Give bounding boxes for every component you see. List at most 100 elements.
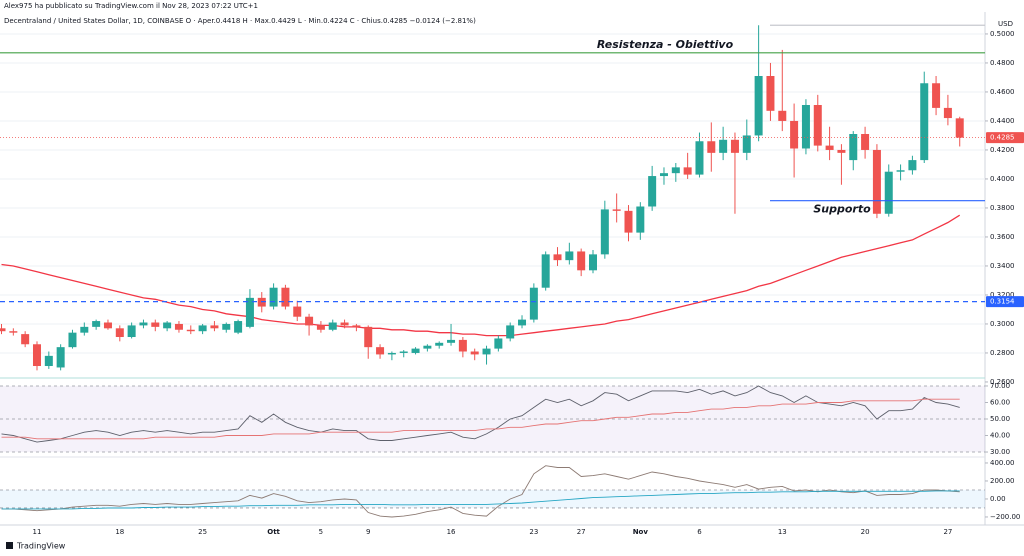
candle-body <box>423 345 432 349</box>
x-tick-label: 27 <box>577 528 586 536</box>
candle-body <box>778 110 787 121</box>
price-label-box <box>986 296 1024 308</box>
y-tick-label: 0.00 <box>990 495 1006 503</box>
x-tick-label: 18 <box>115 528 124 536</box>
candle-body <box>470 351 479 355</box>
candle-body <box>813 105 822 146</box>
candle-body <box>115 328 124 338</box>
candle-body <box>32 344 41 367</box>
brand-text: TradingView <box>16 542 66 551</box>
candle-body <box>742 135 751 153</box>
y-tick-label: 200.00 <box>990 477 1015 485</box>
candle-body <box>92 321 101 327</box>
x-tick-label: 16 <box>447 528 456 536</box>
symbol-legend: Decentraland / United States Dollar, 1D,… <box>4 17 476 25</box>
candle-body <box>730 139 739 153</box>
price-label: 0.4285 <box>990 134 1015 142</box>
candle-body <box>151 322 160 327</box>
candle-body <box>790 120 799 149</box>
y-tick-label: 0.4000 <box>990 175 1015 183</box>
y-tick-label: 0.3400 <box>990 262 1015 270</box>
candle-body <box>932 83 941 108</box>
candle-body <box>671 167 680 174</box>
candle-body <box>659 173 668 177</box>
price-label: 0.3154 <box>990 298 1015 306</box>
candle-body <box>541 254 550 288</box>
candle-body <box>198 325 207 332</box>
x-tick-label: Nov <box>633 528 649 536</box>
candle-body <box>269 287 278 307</box>
y-tick-label: −200.00 <box>990 513 1020 521</box>
candle-body <box>612 209 621 211</box>
candle-body <box>719 139 728 153</box>
candle-body <box>766 76 775 111</box>
candle-body <box>695 141 704 175</box>
x-tick-label: 27 <box>943 528 952 536</box>
candle-body <box>801 105 810 149</box>
y-tick-label: 40.00 <box>990 432 1010 440</box>
candle-body <box>506 325 515 339</box>
y-tick-label: 70.00 <box>990 382 1010 390</box>
candle-body <box>872 149 881 214</box>
x-tick-label: 20 <box>861 528 870 536</box>
candle-body <box>861 134 870 150</box>
candle-body <box>222 323 231 330</box>
candle-body <box>352 325 361 327</box>
candle-body <box>305 316 314 326</box>
y-tick-label: 0.4600 <box>990 88 1015 96</box>
candle-body <box>600 209 609 255</box>
y-tick-label: 0.3200 <box>990 291 1015 299</box>
annotation: Resistenza - Obiettivo <box>597 38 734 51</box>
candle-body <box>636 206 645 233</box>
candle-body <box>139 322 148 326</box>
brand: TradingView <box>6 542 66 551</box>
y-tick-label: 0.4800 <box>990 59 1015 67</box>
x-tick-label: 23 <box>529 528 538 536</box>
x-tick-label: 5 <box>319 528 323 536</box>
candle-body <box>482 348 491 355</box>
price-label-box <box>986 132 1024 144</box>
y-tick-label: 0.4400 <box>990 117 1015 125</box>
candle-body <box>648 176 657 207</box>
candle-body <box>103 322 112 329</box>
candle-body <box>518 319 527 326</box>
candle-body <box>494 338 503 349</box>
candle-body <box>896 170 905 172</box>
candle-body <box>376 347 385 355</box>
indicator-line <box>1 465 960 518</box>
candle-body <box>56 347 65 368</box>
x-tick-label: Ott <box>267 528 280 536</box>
x-tick-label: 11 <box>33 528 42 536</box>
candle-body <box>411 348 420 353</box>
y-tick-label: 30.00 <box>990 448 1010 456</box>
candle-body <box>849 134 858 161</box>
candle-body <box>624 210 633 233</box>
y-tick-label: 0.4200 <box>990 146 1015 154</box>
candle-body <box>234 321 243 333</box>
currency-label: USD <box>998 20 1013 28</box>
candle-body <box>340 322 349 326</box>
candle-body <box>837 149 846 153</box>
x-tick-label: 25 <box>198 528 207 536</box>
candle-body <box>920 83 929 161</box>
candle-body <box>163 322 172 329</box>
candle-body <box>435 342 444 346</box>
indicator-line <box>1 385 960 443</box>
x-tick-label: 9 <box>366 528 370 536</box>
candle-body <box>328 322 337 330</box>
indicator-line <box>1 398 960 440</box>
candle-body <box>955 118 964 138</box>
candle-body <box>316 325 325 330</box>
y-tick-label: 0.2600 <box>990 378 1015 386</box>
moving-average <box>1 214 961 337</box>
annotation: Supporto <box>813 203 871 216</box>
candle-body <box>174 323 183 330</box>
candle-body <box>210 325 219 329</box>
candle-body <box>458 339 467 352</box>
author-line: Alex975 ha pubblicato su TradingView.com… <box>4 2 258 10</box>
candle-body <box>908 160 917 171</box>
candle-body <box>399 351 408 353</box>
candle-body <box>293 306 302 317</box>
